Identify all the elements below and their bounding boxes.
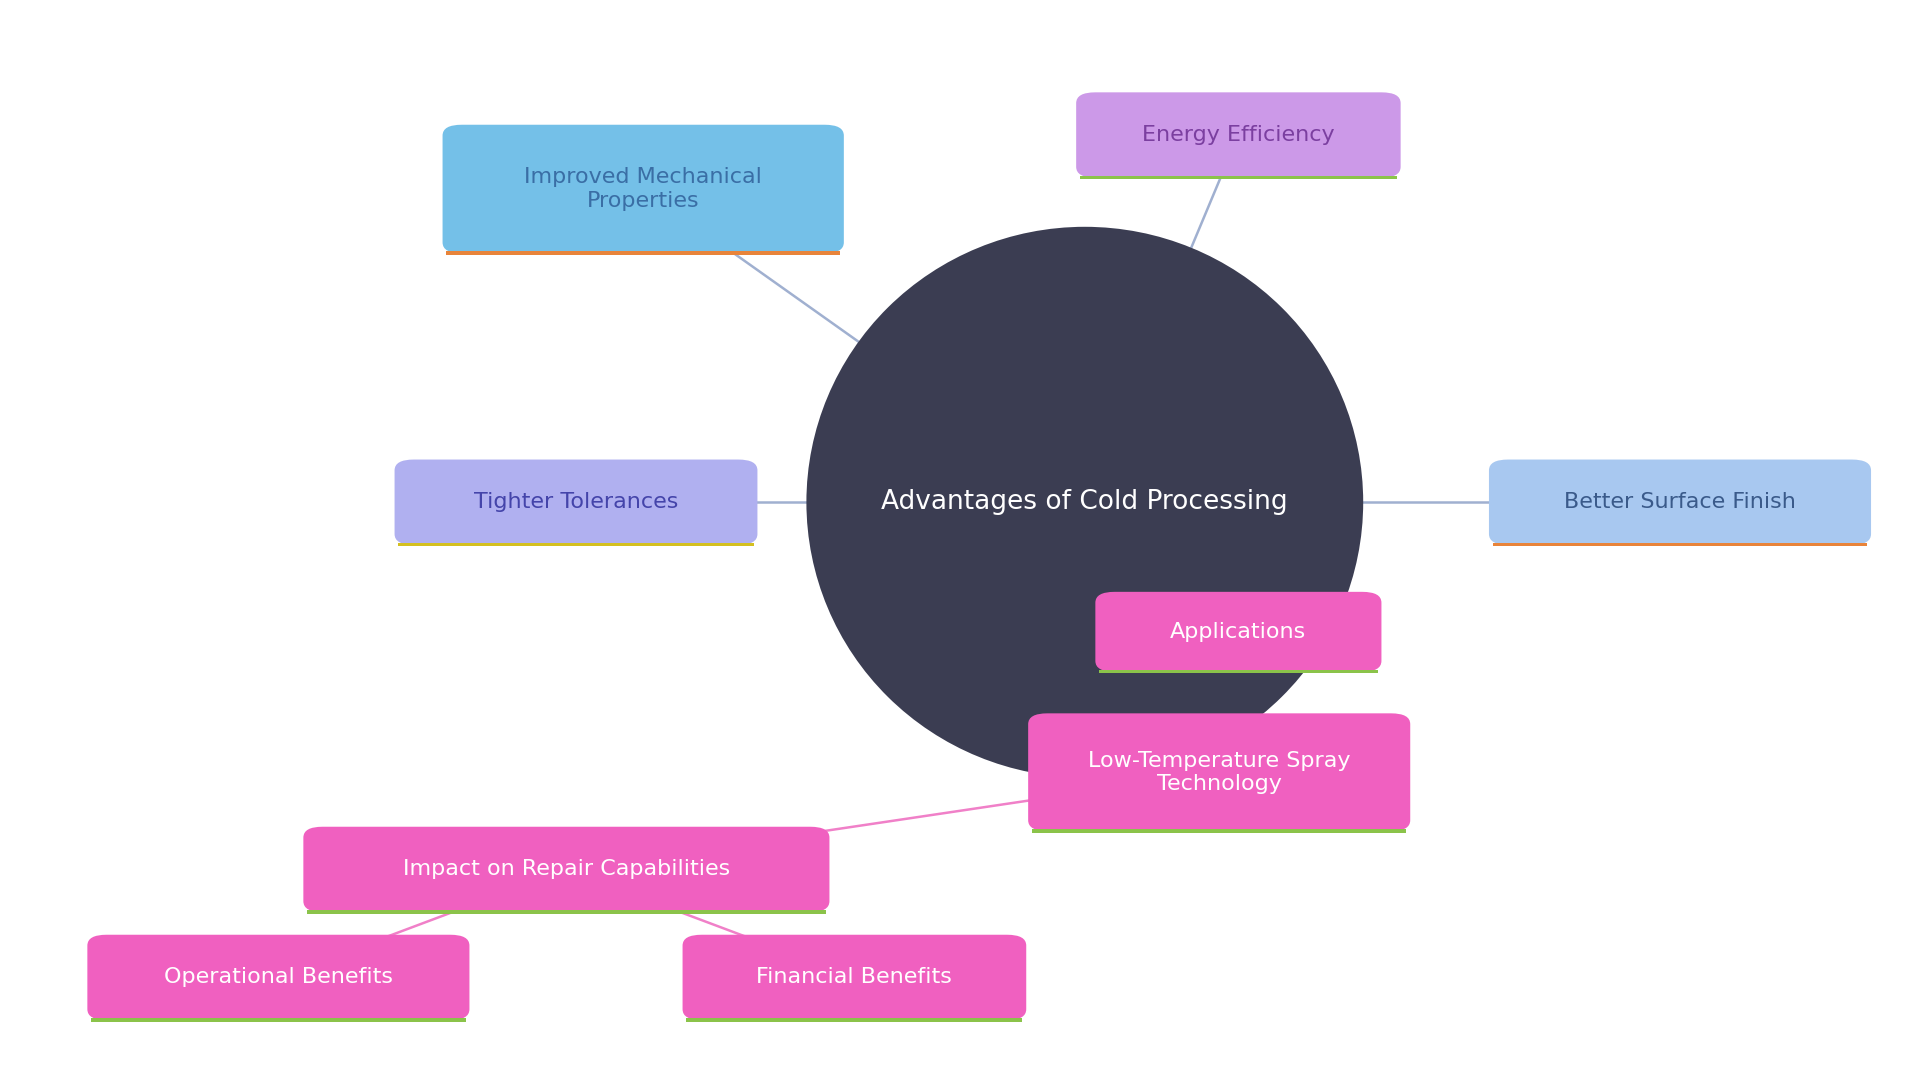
- FancyBboxPatch shape: [1098, 670, 1379, 674]
- Text: Tighter Tolerances: Tighter Tolerances: [474, 492, 678, 512]
- FancyBboxPatch shape: [1027, 714, 1409, 832]
- FancyBboxPatch shape: [1094, 592, 1382, 672]
- Text: Better Surface Finish: Better Surface Finish: [1565, 492, 1795, 512]
- Text: Applications: Applications: [1171, 622, 1306, 642]
- Text: Low-Temperature Spray
Technology: Low-Temperature Spray Technology: [1089, 751, 1350, 794]
- Ellipse shape: [806, 227, 1363, 778]
- FancyBboxPatch shape: [444, 124, 845, 253]
- Text: Energy Efficiency: Energy Efficiency: [1142, 125, 1334, 145]
- FancyBboxPatch shape: [307, 909, 826, 914]
- Text: Financial Benefits: Financial Benefits: [756, 968, 952, 987]
- FancyBboxPatch shape: [399, 542, 753, 546]
- Text: Improved Mechanical
Properties: Improved Mechanical Properties: [524, 167, 762, 211]
- FancyBboxPatch shape: [1033, 829, 1405, 833]
- FancyBboxPatch shape: [86, 934, 468, 1020]
- FancyBboxPatch shape: [303, 827, 829, 912]
- Text: Operational Benefits: Operational Benefits: [163, 968, 394, 987]
- FancyBboxPatch shape: [396, 460, 756, 544]
- FancyBboxPatch shape: [1075, 93, 1402, 177]
- FancyBboxPatch shape: [1494, 542, 1866, 546]
- FancyBboxPatch shape: [90, 1017, 465, 1022]
- Text: Advantages of Cold Processing: Advantages of Cold Processing: [881, 489, 1288, 515]
- FancyBboxPatch shape: [1079, 175, 1398, 179]
- FancyBboxPatch shape: [684, 934, 1025, 1020]
- FancyBboxPatch shape: [687, 1017, 1021, 1022]
- Text: Impact on Repair Capabilities: Impact on Repair Capabilities: [403, 860, 730, 879]
- FancyBboxPatch shape: [1490, 460, 1870, 544]
- FancyBboxPatch shape: [447, 252, 841, 255]
